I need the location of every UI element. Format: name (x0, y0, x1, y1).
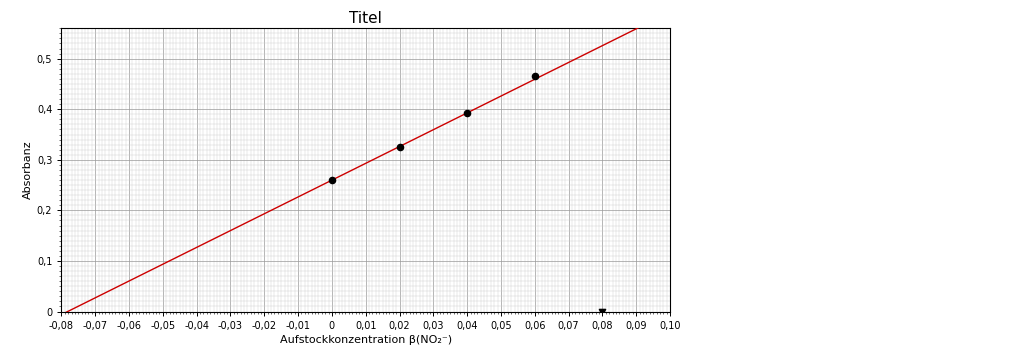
X-axis label: Aufstockkonzentration β(NO₂⁻): Aufstockkonzentration β(NO₂⁻) (279, 335, 452, 345)
Point (459, 110, 476, 116)
Y-axis label: Absorbanz: Absorbanz (23, 141, 33, 199)
Point (594, 309, 611, 314)
Point (392, 144, 408, 150)
Title: Titel: Titel (349, 11, 383, 26)
Point (323, 177, 340, 183)
Point (527, 74, 543, 79)
